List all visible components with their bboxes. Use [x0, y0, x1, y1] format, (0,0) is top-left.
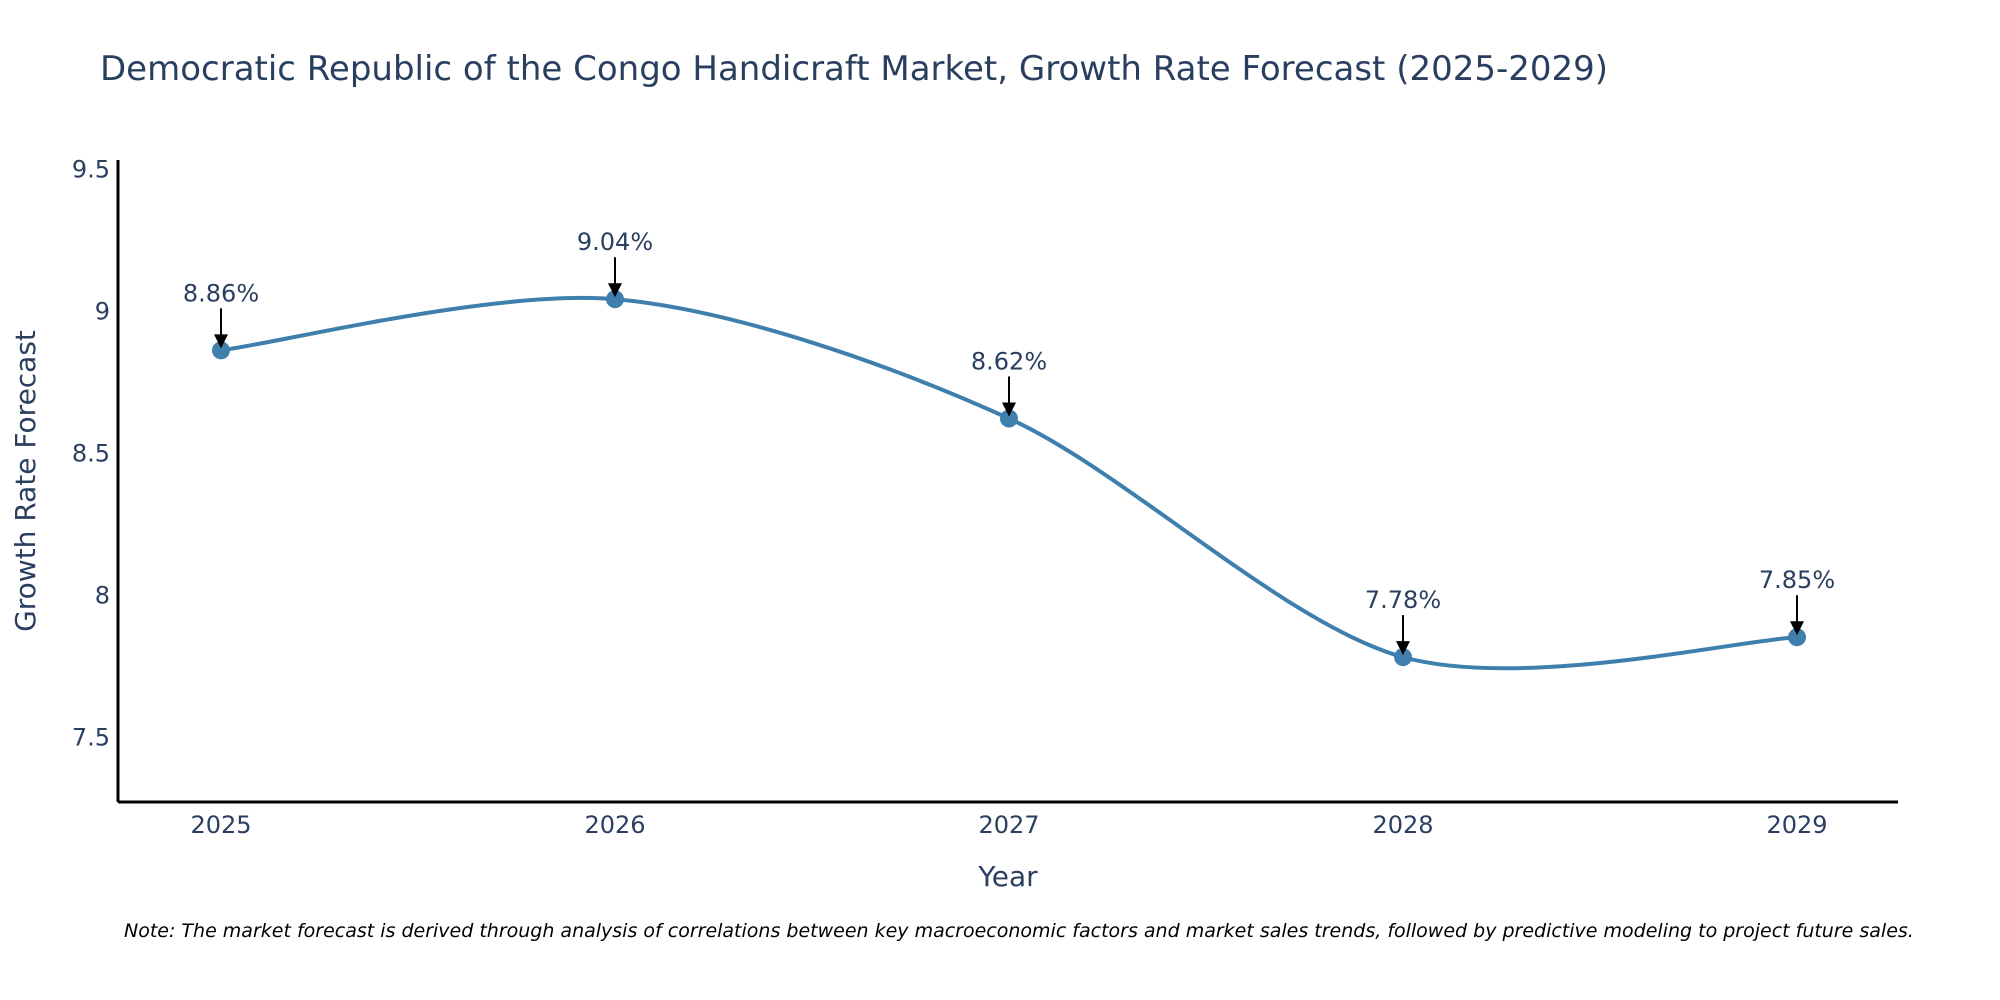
x-axis-title: Year — [977, 860, 1038, 893]
data-markers — [212, 290, 1806, 667]
annotation-arrow-head — [214, 334, 228, 349]
x-tick-label: 2029 — [1766, 811, 1827, 839]
annotation-arrow-head — [1790, 621, 1804, 636]
y-tick-label: 8.5 — [72, 440, 110, 468]
data-label: 8.86% — [183, 279, 259, 307]
annotation-arrow-head — [608, 283, 622, 298]
data-label: 9.04% — [577, 228, 653, 256]
data-label: 7.85% — [1759, 566, 1835, 594]
y-tick-label: 7.5 — [72, 724, 110, 752]
chart-title: Democratic Republic of the Congo Handicr… — [100, 49, 1608, 89]
x-tick-label: 2027 — [978, 811, 1039, 839]
x-axis: 2025 2026 2027 2028 2029 — [190, 811, 1827, 839]
y-axis-title: Growth Rate Forecast — [9, 330, 42, 632]
annotation-arrow-head — [1002, 402, 1016, 417]
data-point-marker[interactable] — [606, 290, 624, 309]
annotation-arrow-head — [1396, 641, 1410, 656]
y-tick-label: 9 — [95, 298, 110, 326]
y-tick-label: 8 — [95, 582, 110, 610]
footnote: Note: The market forecast is derived thr… — [124, 920, 1914, 942]
data-point-marker[interactable] — [1394, 648, 1412, 667]
data-point-marker[interactable] — [212, 341, 230, 360]
x-tick-label: 2025 — [190, 811, 251, 839]
data-label: 8.62% — [971, 348, 1047, 376]
y-axis: 7.5 8 8.5 9 9.5 — [72, 156, 110, 752]
x-tick-label: 2028 — [1372, 811, 1433, 839]
data-point-marker[interactable] — [1000, 409, 1018, 428]
x-tick-label: 2026 — [584, 811, 645, 839]
data-point-marker[interactable] — [1788, 628, 1806, 647]
data-labels: 8.86% 9.04% 8.62% 7.78% 7.85% — [183, 228, 1835, 656]
data-label: 7.78% — [1365, 586, 1441, 614]
y-tick-label: 9.5 — [72, 156, 110, 184]
